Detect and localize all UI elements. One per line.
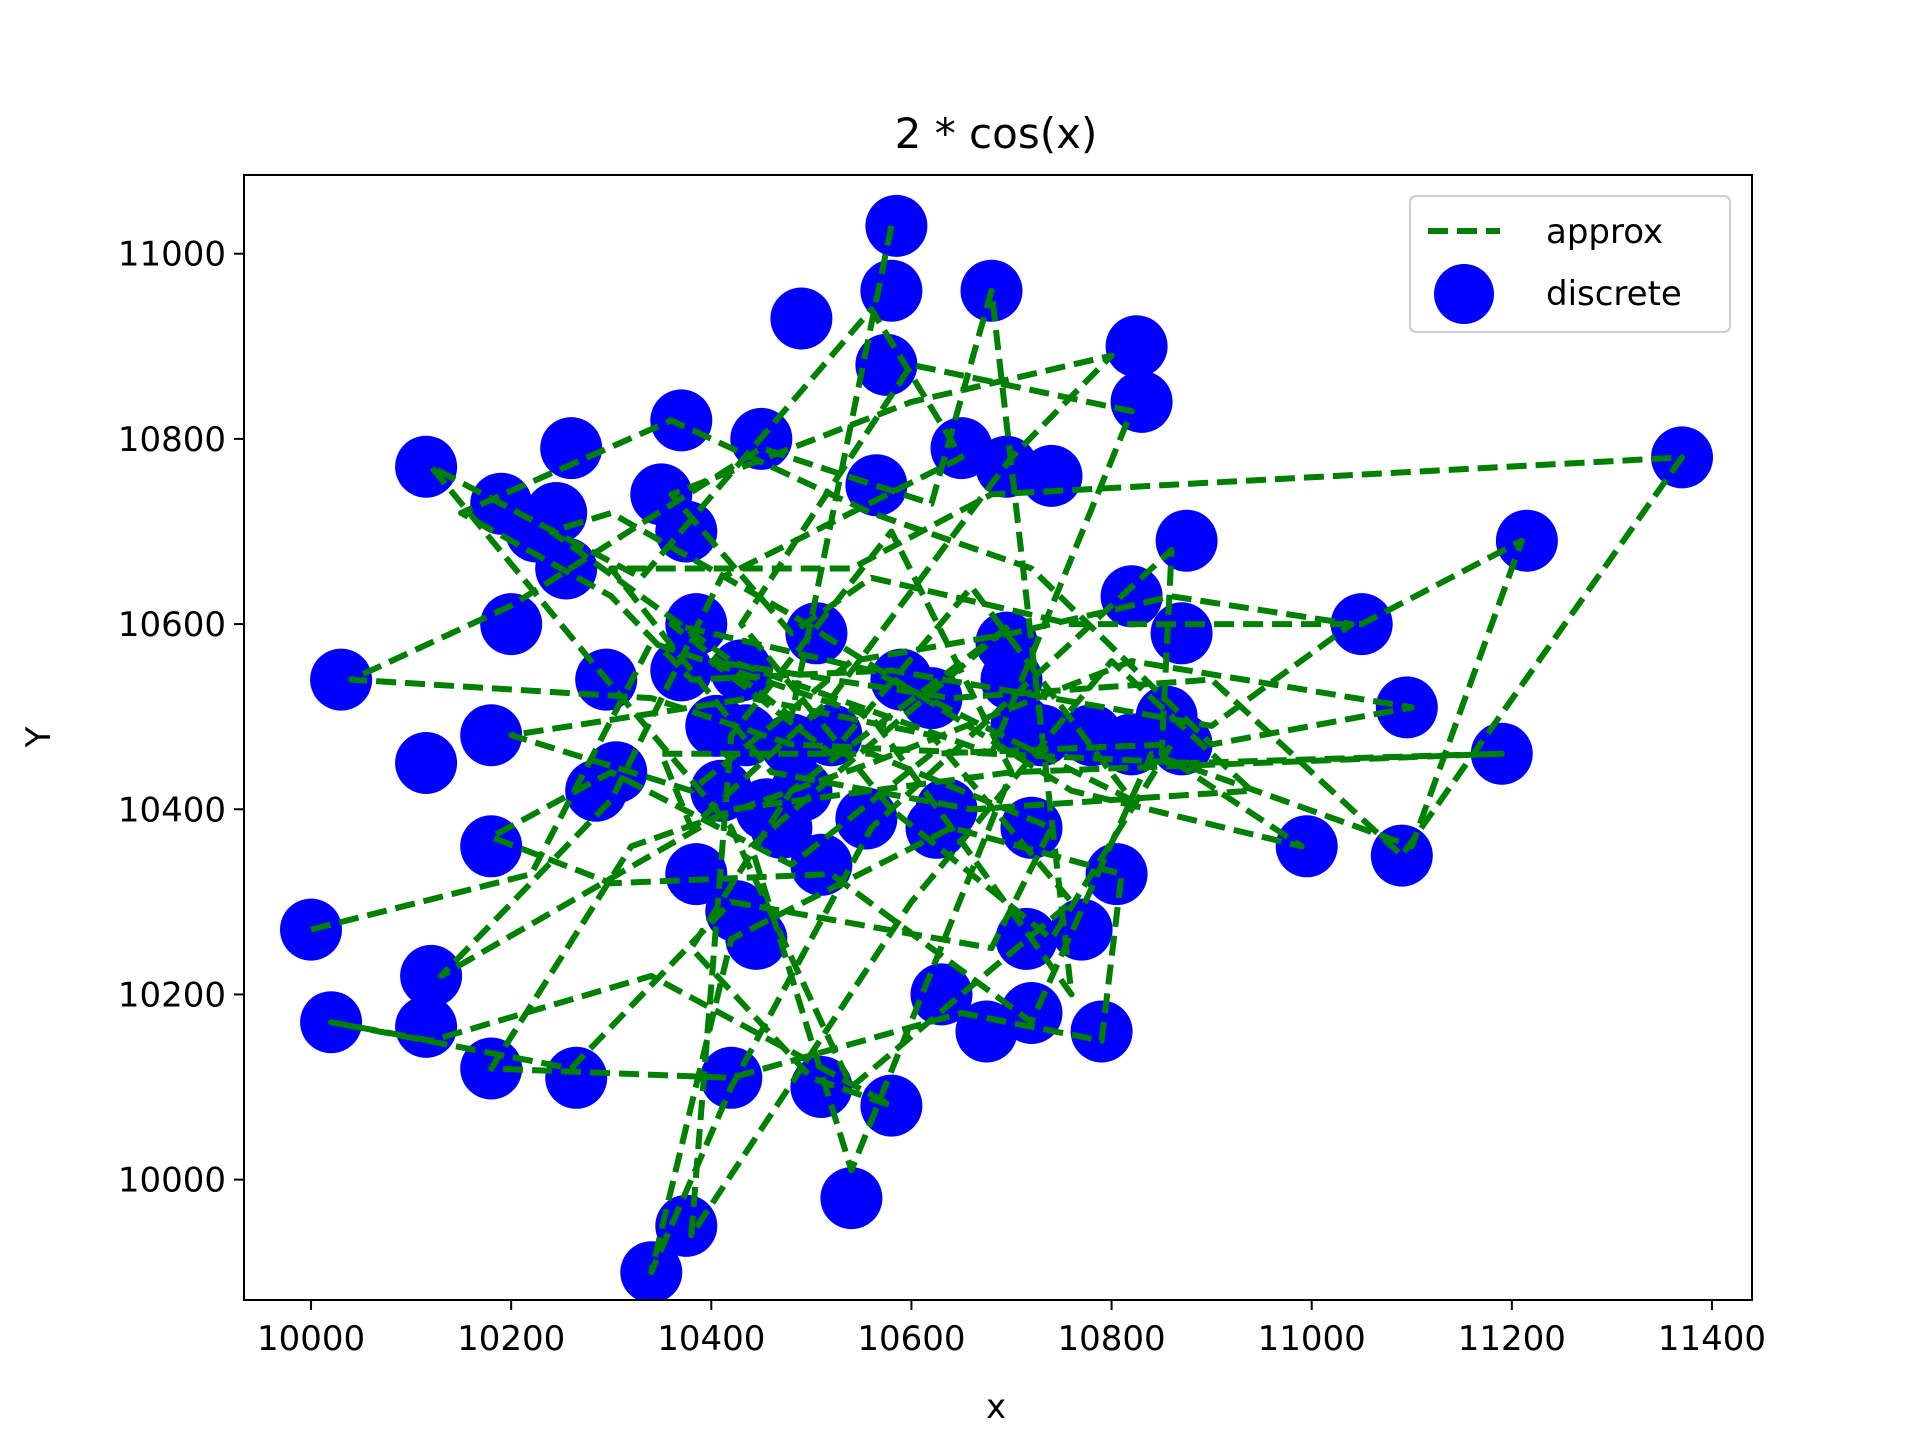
discrete-point	[460, 704, 523, 767]
plot-frame	[243, 174, 1753, 1301]
discrete-point	[845, 454, 908, 517]
discrete-point	[865, 194, 928, 257]
x-axis: 10000 10200 10400 10600 10800 11000 11200 11400	[257, 1300, 1766, 1359]
discrete-point	[770, 287, 833, 350]
discrete-point	[540, 417, 603, 480]
legend-approx-label: approx	[1546, 212, 1663, 252]
discrete-point	[1020, 444, 1083, 507]
discrete-point	[650, 389, 713, 452]
x-tick-label: 11400	[1658, 1319, 1766, 1359]
legend: approx discrete	[1409, 195, 1731, 333]
series-layer	[280, 194, 1713, 1300]
discrete-point	[790, 833, 853, 896]
discrete-point	[1495, 509, 1558, 572]
discrete-point	[860, 1074, 923, 1137]
discrete-point	[1105, 315, 1168, 378]
discrete-point	[525, 482, 588, 544]
y-tick-label: 10600	[118, 605, 226, 645]
y-axis-label: Y	[19, 726, 59, 748]
x-tick-label: 10400	[657, 1319, 765, 1359]
plot-area	[280, 194, 1713, 1300]
x-tick-label: 10000	[257, 1319, 365, 1359]
discrete-point	[1100, 565, 1163, 628]
discrete-point	[1150, 602, 1213, 665]
discrete-point	[725, 907, 788, 970]
discrete-point	[1000, 982, 1063, 1044]
discrete-point	[860, 259, 923, 322]
discrete-point	[655, 1194, 718, 1257]
y-tick-label: 10200	[118, 975, 226, 1015]
discrete-point	[545, 1046, 608, 1109]
x-axis-label: x	[986, 1387, 1006, 1427]
chart-title: 2 * cos(x)	[895, 109, 1098, 158]
discrete-point	[310, 648, 373, 711]
discrete-point	[395, 732, 458, 794]
discrete-point	[480, 593, 543, 656]
discrete-point	[395, 435, 458, 498]
x-tick-label: 11200	[1458, 1319, 1566, 1359]
legend-discrete-swatch	[1434, 264, 1494, 324]
x-tick-label: 10600	[857, 1319, 965, 1359]
discrete-point	[1110, 370, 1173, 433]
x-tick-label: 10800	[1057, 1319, 1165, 1359]
approx-line	[310, 225, 1685, 1276]
y-tick-label: 10000	[118, 1161, 226, 1201]
y-tick-label: 10400	[118, 790, 226, 830]
discrete-point	[665, 843, 728, 906]
discrete-point	[1155, 509, 1218, 572]
discrete-point	[400, 944, 463, 1007]
discrete-point	[835, 787, 898, 850]
x-tick-label: 11000	[1258, 1319, 1366, 1359]
y-tick-label: 11000	[118, 235, 226, 275]
legend-discrete-label: discrete	[1546, 274, 1682, 314]
y-axis: 10000 10200 10400 10600 10800 11000	[118, 235, 244, 1201]
discrete-point	[1275, 815, 1338, 878]
y-tick-label: 10800	[118, 420, 226, 460]
discrete-point	[395, 995, 458, 1058]
discrete-point	[820, 1167, 883, 1230]
x-tick-label: 10200	[457, 1319, 565, 1359]
